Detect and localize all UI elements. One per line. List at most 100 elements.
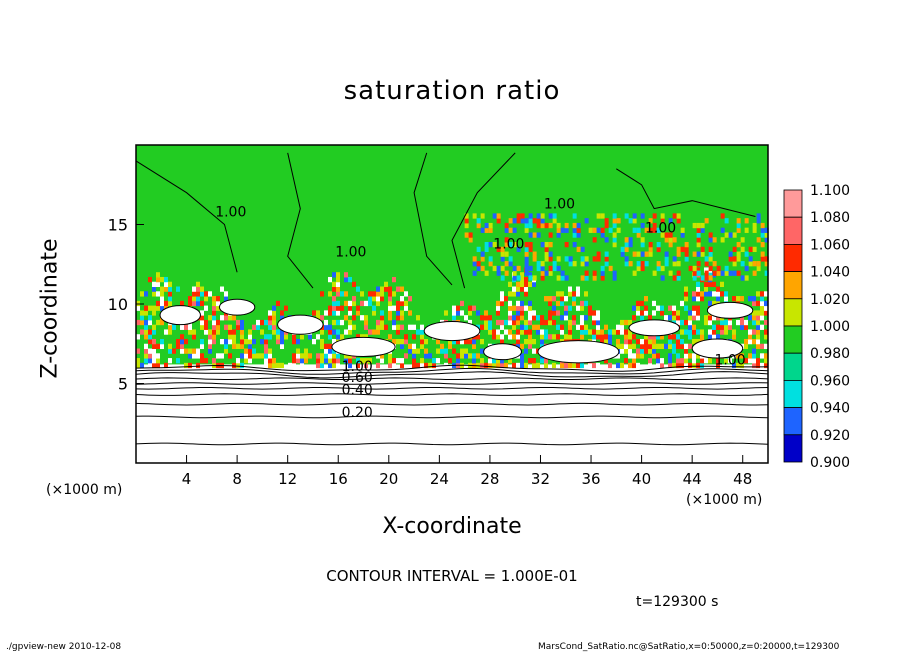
heatmap-cell [656, 362, 660, 369]
heatmap-cell [760, 343, 764, 350]
contour-label: 1.00 [215, 205, 246, 221]
heatmap-cell [520, 343, 524, 350]
heatmap-cell [392, 338, 396, 345]
heatmap-cell [552, 265, 557, 272]
heatmap-cell [684, 246, 689, 253]
heatmap-cell [528, 338, 532, 345]
heatmap-cell [528, 281, 532, 288]
colorbar-label: 1.100 [810, 183, 850, 199]
heatmap-cell [680, 338, 684, 345]
heatmap-cell [676, 261, 681, 267]
heatmap-cell [556, 256, 561, 262]
heatmap-cell [720, 237, 725, 243]
heatmap-cell [500, 324, 504, 330]
heatmap-cell [572, 227, 577, 233]
heatmap-cell [604, 237, 609, 243]
heatmap-cell [704, 319, 708, 326]
heatmap-cell [540, 275, 545, 281]
heatmap-cell [716, 270, 721, 276]
heatmap-cell [424, 338, 428, 345]
heatmap-cell [488, 256, 493, 262]
heatmap-cell [464, 213, 469, 219]
heatmap-cell [456, 310, 460, 316]
heatmap-cell [676, 362, 680, 369]
heatmap-cell [396, 305, 400, 311]
heatmap-cell [364, 362, 368, 369]
heatmap-cell [528, 232, 533, 238]
heatmap-cell [716, 334, 720, 340]
heatmap-cell [760, 251, 765, 257]
heatmap-cell [332, 329, 336, 335]
heatmap-cell [340, 305, 344, 311]
heatmap-cell [628, 218, 633, 224]
heatmap-cell [496, 265, 501, 272]
heatmap-cell [596, 256, 601, 262]
heatmap-cell [516, 305, 520, 311]
heatmap-cell [576, 305, 580, 311]
heatmap-cell [668, 353, 672, 359]
heatmap-cell [700, 275, 705, 281]
heatmap-cell [212, 334, 216, 340]
heatmap-cell [640, 310, 644, 316]
heatmap-cell [596, 362, 600, 369]
heatmap-cell [284, 305, 288, 311]
heatmap-cell [324, 358, 328, 364]
heatmap-cell [336, 319, 340, 326]
heatmap-cell [644, 305, 648, 311]
heatmap-cell [352, 281, 356, 288]
heatmap-cell [636, 338, 640, 345]
heatmap-cell [484, 362, 488, 369]
heatmap-cell [696, 329, 700, 335]
heatmap-cell [676, 334, 680, 340]
heatmap-cell [420, 358, 424, 364]
heatmap-cell [712, 324, 716, 330]
y-tick-label: 5 [118, 375, 128, 394]
heatmap-cell [548, 315, 552, 321]
heatmap-cell [140, 310, 144, 316]
heatmap-cell [296, 358, 300, 364]
heatmap-cell [256, 324, 260, 330]
heatmap-cell [496, 218, 501, 224]
heatmap-cell [612, 218, 617, 224]
heatmap-cell [332, 310, 336, 316]
heatmap-cell [380, 353, 384, 359]
heatmap-cell [412, 334, 416, 340]
heatmap-cell [672, 305, 676, 311]
heatmap-cell [280, 334, 284, 340]
heatmap-cell [560, 275, 565, 281]
heatmap-cell [628, 343, 632, 350]
heatmap-cell [472, 338, 476, 345]
heatmap-cell [648, 343, 652, 350]
heatmap-cell [156, 319, 160, 326]
heatmap-cell [540, 261, 545, 267]
colorbar-label: 1.020 [810, 292, 850, 308]
heatmap-cell [592, 315, 596, 321]
heatmap-cell [640, 265, 645, 272]
heatmap-cell [556, 300, 560, 307]
heatmap-cell [380, 319, 384, 326]
heatmap-cell [740, 362, 744, 369]
heatmap-cell [712, 270, 717, 276]
heatmap-cell [584, 275, 589, 281]
heatmap-cell [412, 348, 416, 354]
heatmap-cell [700, 334, 704, 340]
heatmap-cell [416, 362, 420, 369]
heatmap-cell [364, 358, 368, 364]
heatmap-cell [688, 265, 693, 272]
heatmap-cell [160, 305, 164, 311]
heatmap-cell [536, 261, 541, 267]
heatmap-cell [596, 329, 600, 335]
heatmap-cell [392, 358, 396, 364]
heatmap-cell [692, 270, 697, 276]
heatmap-cell [672, 362, 676, 369]
heatmap-cell [680, 329, 684, 335]
heatmap-cell [724, 329, 728, 335]
heatmap-cell [336, 272, 340, 278]
heatmap-cell [148, 315, 152, 321]
heatmap-cell [720, 329, 724, 335]
heatmap-cell [592, 227, 597, 233]
heatmap-cell [732, 362, 736, 369]
heatmap-cell [216, 300, 220, 307]
heatmap-cell [544, 256, 549, 262]
heatmap-cell [588, 362, 592, 369]
